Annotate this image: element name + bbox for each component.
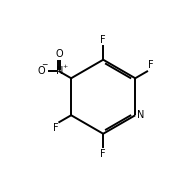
Text: O: O <box>38 66 46 76</box>
Text: F: F <box>53 124 58 134</box>
Text: N: N <box>137 110 144 120</box>
Text: F: F <box>100 149 106 159</box>
Text: O: O <box>55 49 63 59</box>
Text: F: F <box>148 60 154 70</box>
Text: +: + <box>62 64 68 69</box>
Text: N: N <box>56 66 63 76</box>
Text: −: − <box>41 60 48 69</box>
Text: F: F <box>100 35 106 45</box>
